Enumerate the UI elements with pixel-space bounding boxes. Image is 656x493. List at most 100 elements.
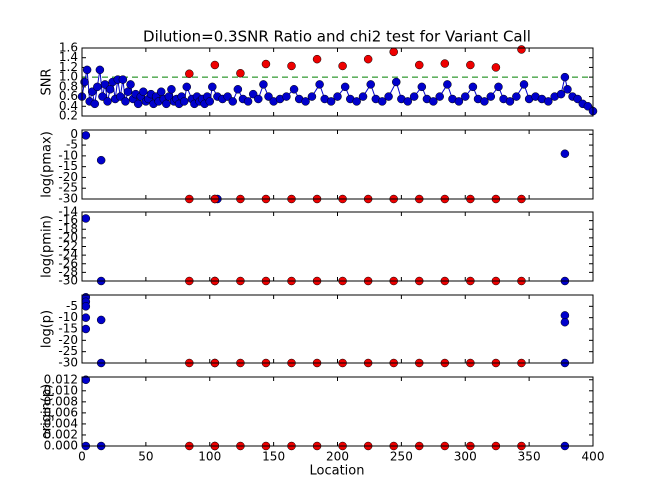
point — [96, 315, 106, 325]
point — [454, 97, 464, 106]
y-tick-label: -18 — [58, 222, 78, 236]
axes-frame — [81, 376, 594, 447]
point — [90, 99, 100, 109]
y-tick-label: 0.010 — [44, 383, 78, 397]
y-tick-label: -5 — [66, 299, 78, 313]
point — [560, 149, 570, 158]
point — [126, 80, 135, 89]
point — [121, 97, 130, 106]
y-tick-label: 0.6 — [59, 89, 78, 103]
point — [103, 97, 112, 106]
point — [81, 313, 91, 322]
y-tick-label: 1.6 — [59, 41, 78, 55]
y-tick-label: -10 — [58, 310, 78, 324]
point — [435, 92, 444, 101]
y-tick-label: -22 — [58, 239, 78, 253]
point — [403, 97, 413, 106]
point — [443, 80, 452, 89]
point — [259, 80, 268, 89]
point — [307, 92, 317, 101]
y-tick-label: -15 — [58, 159, 78, 173]
point — [429, 97, 438, 106]
point — [409, 92, 419, 101]
point — [512, 92, 521, 101]
y-axis-label: origin(p) — [40, 384, 55, 439]
y-axis-label: SNR — [40, 68, 55, 95]
axes-frame — [81, 47, 594, 117]
point — [133, 99, 143, 109]
y-tick-label: -20 — [58, 230, 78, 244]
point — [301, 97, 310, 106]
point — [358, 92, 368, 101]
y-axis-label: log(pmin) — [40, 215, 55, 278]
x-tick-label: 150 — [262, 450, 285, 464]
y-tick-label: 0.012 — [44, 372, 78, 386]
point — [182, 82, 192, 92]
y-tick-label: -30 — [58, 192, 78, 206]
y-tick-label: 0.000 — [44, 439, 78, 453]
x-axis-label: Location — [310, 464, 365, 479]
point — [81, 324, 91, 334]
y-tick-label: -26 — [58, 256, 78, 270]
y-tick-label: -15 — [58, 322, 78, 336]
point — [105, 85, 115, 94]
point — [392, 77, 401, 87]
point — [287, 61, 296, 71]
point — [366, 80, 375, 89]
y-tick-label: -28 — [58, 265, 78, 279]
point — [95, 65, 105, 75]
point — [243, 97, 253, 106]
y-tick-label: -25 — [58, 344, 78, 358]
point — [333, 92, 342, 101]
x-tick-label: 300 — [454, 450, 477, 464]
point — [208, 82, 217, 92]
point — [118, 75, 128, 84]
point — [236, 69, 245, 78]
point — [556, 89, 566, 99]
point — [340, 82, 350, 92]
point — [352, 97, 361, 106]
x-tick-label: 100 — [198, 450, 221, 464]
point — [517, 45, 526, 54]
point — [261, 59, 271, 69]
point — [326, 97, 336, 106]
y-tick-label: -5 — [66, 138, 78, 152]
y-tick-label: -20 — [58, 333, 78, 347]
point — [491, 63, 501, 72]
y-axis-label: log(pmax) — [40, 131, 55, 198]
y-tick-label: -30 — [58, 356, 78, 370]
point — [560, 317, 570, 327]
y-tick-label: -24 — [58, 248, 78, 262]
point — [363, 54, 373, 64]
point — [81, 131, 91, 140]
axes-frame — [81, 211, 594, 282]
y-tick-label: -30 — [58, 274, 78, 288]
point — [505, 97, 515, 106]
point — [80, 77, 89, 87]
y-tick-label: 0 — [70, 127, 78, 141]
y-tick-label: -10 — [58, 148, 78, 162]
chart-title: Dilution=0.3SNR Ratio and chi2 test for … — [143, 28, 531, 46]
y-tick-label: 0.006 — [44, 405, 78, 419]
point — [205, 97, 214, 106]
y-tick-label: 1.4 — [59, 50, 78, 64]
point — [82, 65, 92, 75]
y-tick-label: 0.002 — [44, 427, 78, 441]
y-tick-label: -20 — [58, 170, 78, 184]
y-axis-label: log(p) — [40, 310, 55, 348]
x-tick-label: 0 — [78, 450, 86, 464]
point — [461, 92, 470, 101]
point — [519, 80, 529, 89]
point — [210, 60, 220, 70]
point — [440, 59, 450, 68]
point — [185, 69, 194, 78]
point — [254, 94, 263, 104]
point — [415, 60, 424, 70]
point — [228, 97, 237, 106]
point — [81, 214, 91, 223]
y-tick-label: 0.4 — [59, 99, 78, 113]
point — [544, 97, 553, 106]
point — [494, 82, 503, 92]
